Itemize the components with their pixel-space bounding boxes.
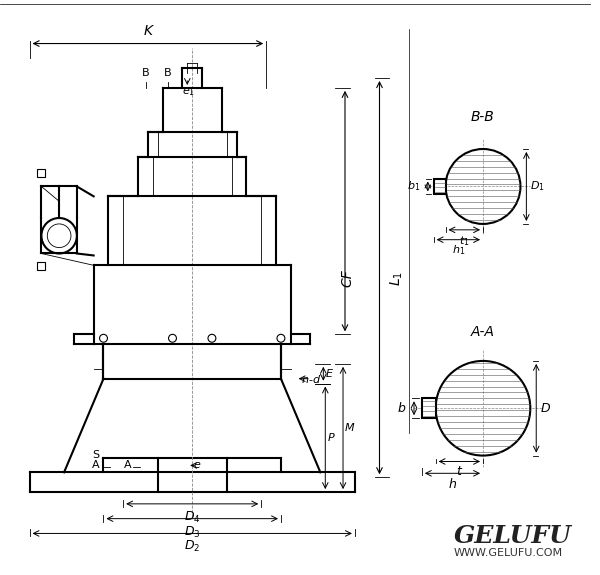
Text: A: A [124, 461, 132, 470]
Circle shape [208, 334, 216, 342]
Text: $D_3$: $D_3$ [184, 524, 200, 540]
Text: A: A [92, 461, 100, 470]
Circle shape [169, 334, 176, 342]
Text: E: E [325, 369, 332, 379]
Text: $D_2$: $D_2$ [184, 539, 200, 554]
Bar [37, 262, 46, 270]
Text: A-A: A-A [471, 325, 495, 339]
Text: WWW.GELUFU.COM: WWW.GELUFU.COM [454, 548, 563, 558]
Bar [422, 398, 436, 418]
Text: K: K [143, 24, 152, 37]
Text: M: M [345, 423, 355, 433]
Text: P: P [327, 433, 334, 443]
Text: CF: CF [340, 269, 354, 287]
Text: e: e [194, 461, 200, 470]
Text: $L_1$: $L_1$ [388, 271, 405, 286]
Text: S: S [92, 450, 99, 459]
Text: $t_1$: $t_1$ [459, 234, 470, 248]
Text: $e_1$: $e_1$ [182, 86, 196, 98]
Bar [37, 168, 46, 177]
Text: GELUFU: GELUFU [454, 524, 571, 549]
Text: $b_1$: $b_1$ [407, 179, 420, 193]
Text: $b$: $b$ [397, 401, 406, 415]
Bar [434, 179, 446, 194]
Text: B: B [164, 68, 172, 78]
Text: $D_4$: $D_4$ [184, 510, 200, 525]
Circle shape [100, 334, 107, 342]
Text: $h_1$: $h_1$ [452, 244, 465, 258]
Text: $D_1$: $D_1$ [530, 179, 545, 193]
Text: D: D [540, 402, 550, 415]
Text: $t$: $t$ [455, 465, 463, 478]
Text: $n$-$d$: $n$-$d$ [301, 373, 321, 385]
Text: B-B: B-B [471, 110, 495, 124]
Text: B: B [142, 68, 149, 78]
Text: $h$: $h$ [448, 477, 457, 491]
Circle shape [277, 334, 285, 342]
